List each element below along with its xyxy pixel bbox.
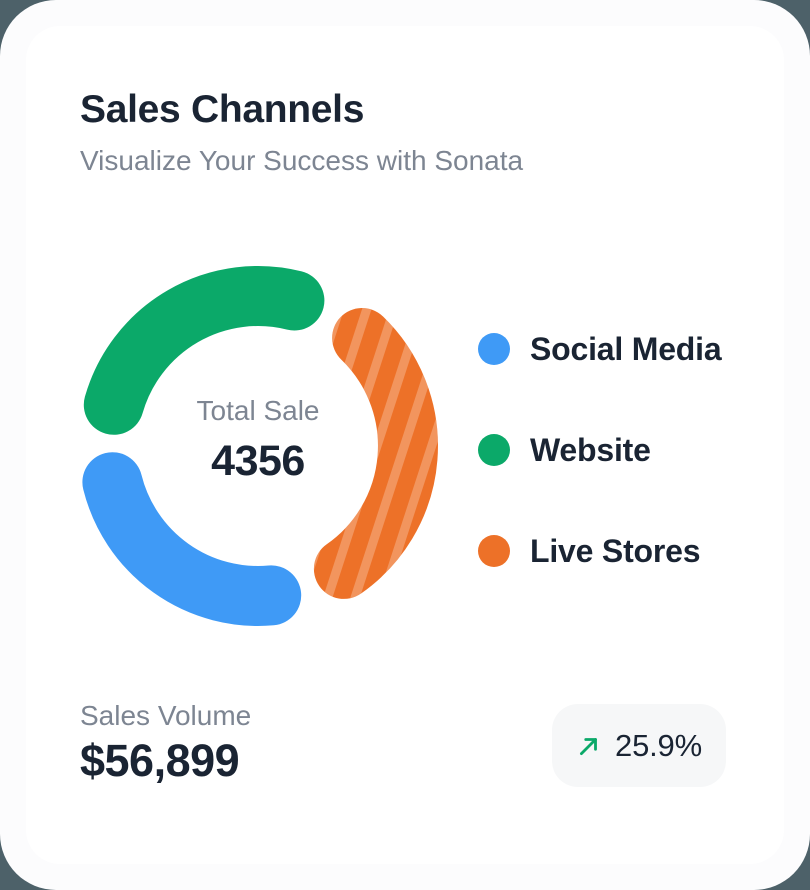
legend-item-website[interactable]: Website xyxy=(478,432,721,468)
legend-item-social-media[interactable]: Social Media xyxy=(478,330,722,367)
legend-dot-website-icon xyxy=(478,434,510,466)
sales-volume-value: $56,899 xyxy=(80,735,240,786)
legend-label-social-media: Social Media xyxy=(530,330,722,367)
page-subtitle: Visualize Your Success with Sonata xyxy=(80,145,524,176)
donut-segment-website[interactable] xyxy=(83,266,325,435)
legend-label-website: Website xyxy=(530,431,651,468)
donut-chart[interactable] xyxy=(76,264,440,628)
legend-dot-live-stores-icon xyxy=(478,535,510,567)
legend-item-live-stores[interactable]: Live Stores xyxy=(478,533,721,569)
chart-legend: Social Media Website Live Stores xyxy=(478,330,722,634)
sales-volume-label: Sales Volume xyxy=(80,700,252,731)
legend-label-live-stores: Live Stores xyxy=(530,532,701,569)
legend-dot-social-media-icon xyxy=(478,333,510,365)
page-title: Sales Channels xyxy=(80,88,365,131)
donut-segment-live-stores-stripes[interactable] xyxy=(313,308,438,599)
trend-badge-value: 25.9% xyxy=(615,727,702,763)
donut-segment-social-media[interactable] xyxy=(82,452,302,626)
trend-badge: 25.9% xyxy=(552,704,726,787)
trend-up-arrow-icon xyxy=(580,737,597,755)
